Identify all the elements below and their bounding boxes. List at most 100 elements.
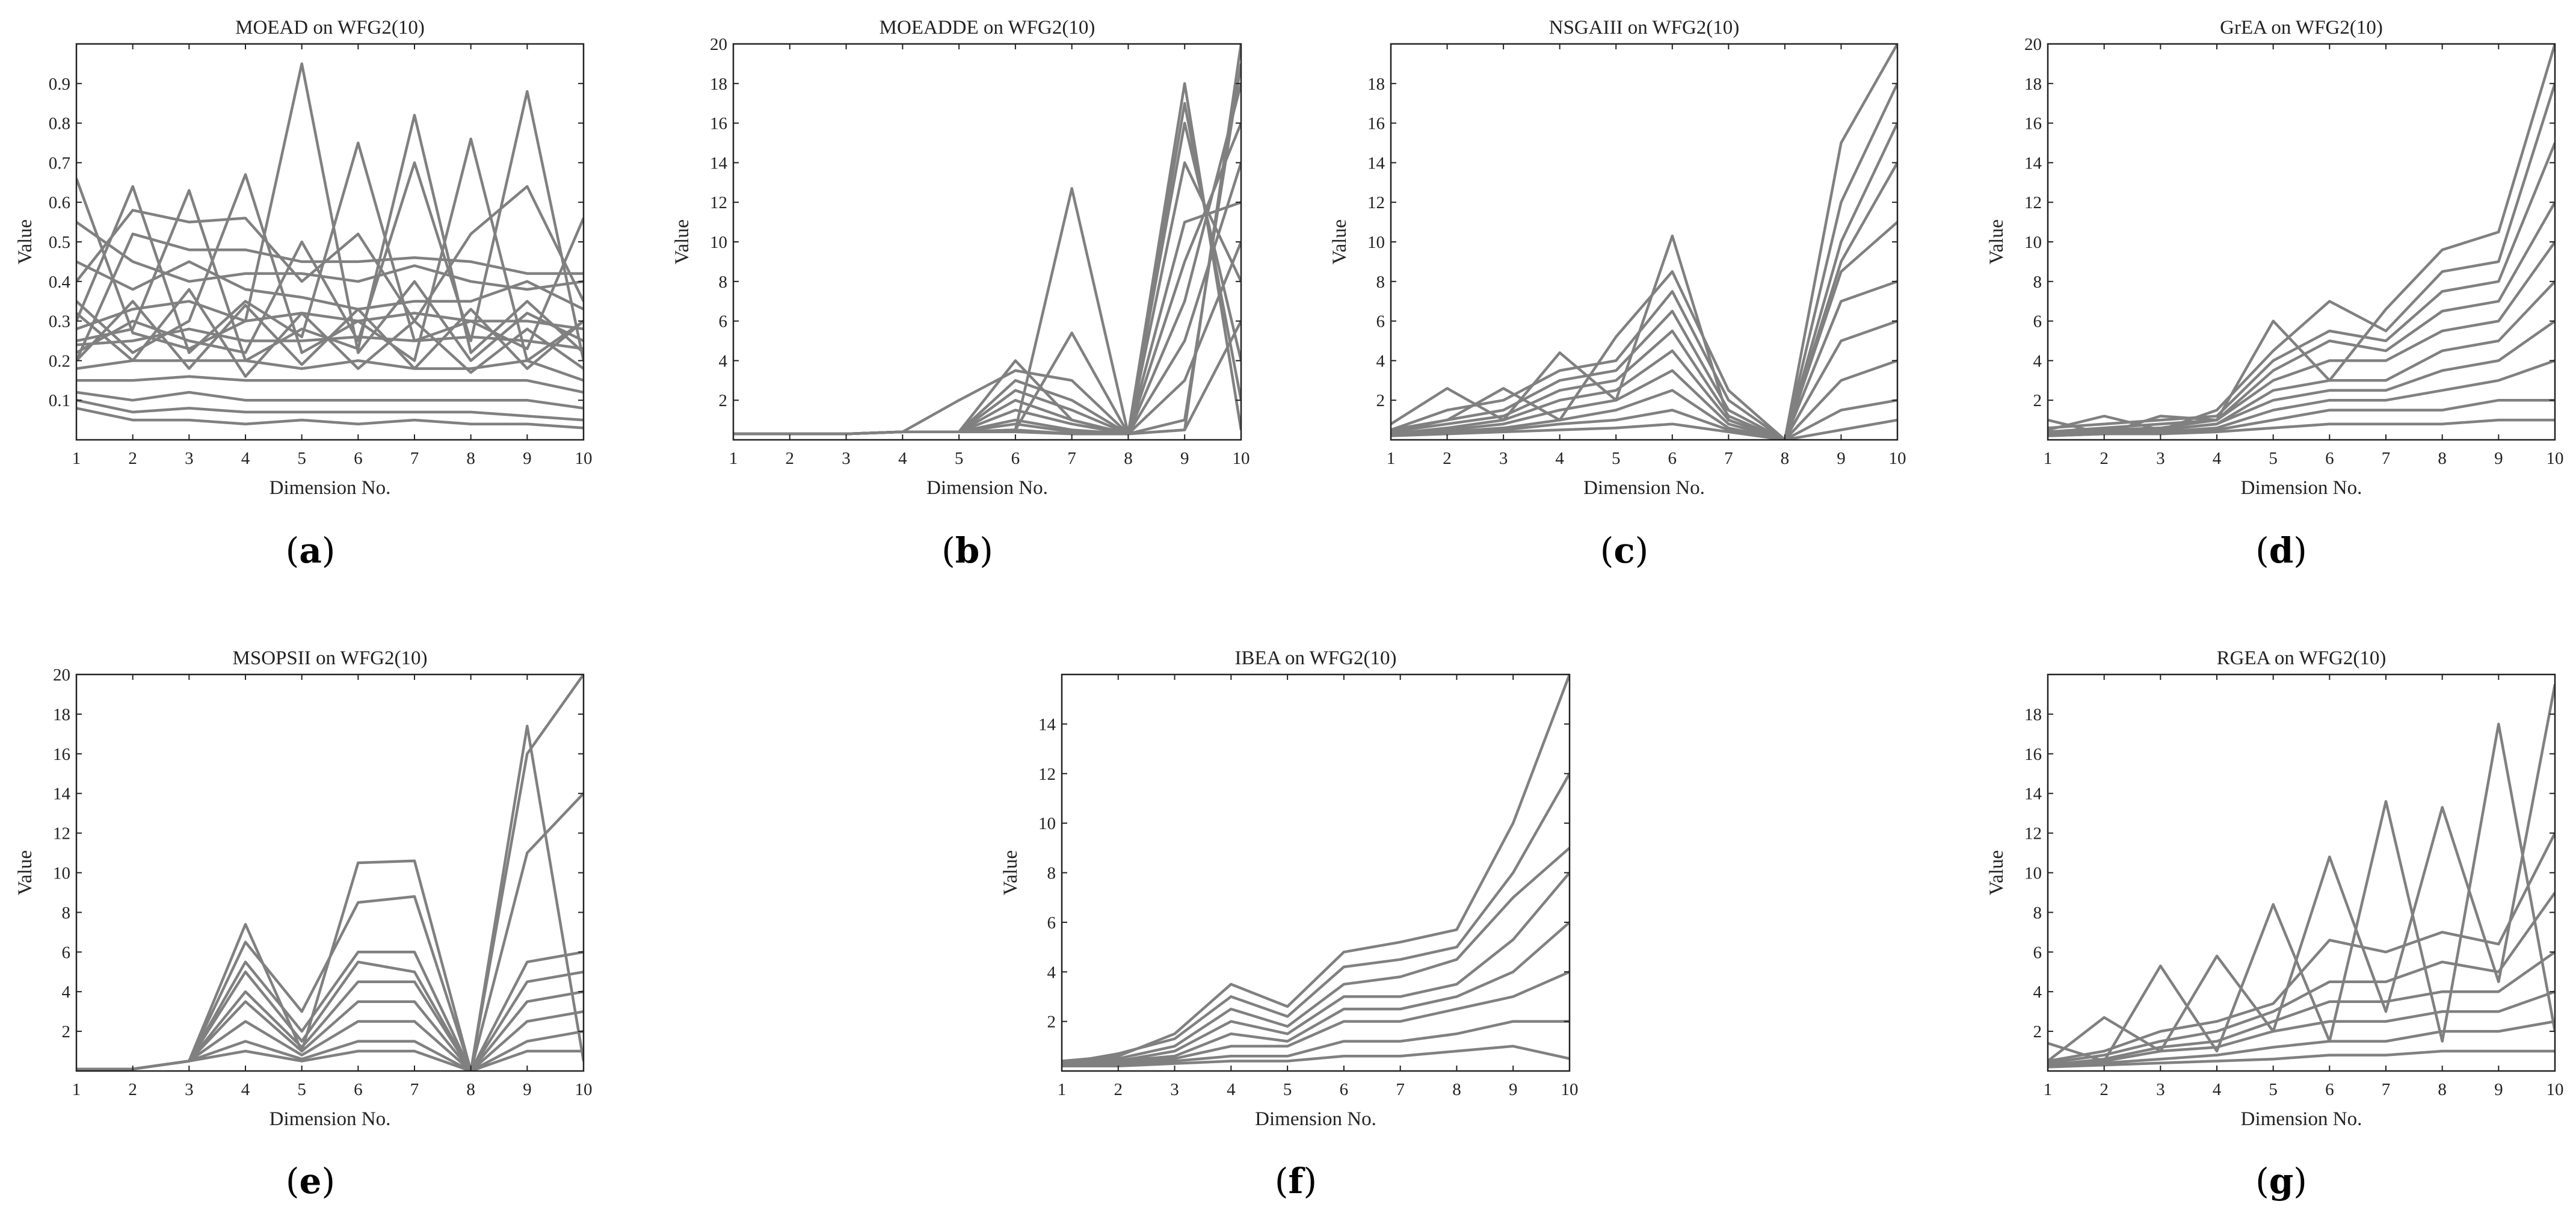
x-tick-label: 7 (1724, 449, 1733, 468)
x-tick-label: 10 (2547, 1080, 2564, 1099)
series-line (76, 62, 584, 362)
y-tick-label: 0.9 (49, 75, 70, 94)
x-tick-label: 6 (354, 449, 363, 468)
x-tick-label: 4 (1555, 449, 1564, 468)
panel-letter: (e) (286, 1161, 335, 1202)
y-tick-label: 12 (1038, 765, 1056, 784)
x-tick-label: 2 (128, 449, 137, 468)
series-line (1062, 847, 1570, 1065)
series-group (76, 62, 584, 430)
y-tick-label: 4 (1047, 963, 1056, 982)
y-axis-label: Value (671, 219, 693, 264)
series-line (2048, 44, 2555, 436)
y-tick-label: 0.2 (49, 351, 70, 371)
series-line (76, 1049, 584, 1071)
chart-title: MOEAD on WFG2(10) (235, 17, 425, 39)
x-tick-label: 10 (2547, 449, 2564, 468)
x-tick-label: 3 (1499, 449, 1508, 468)
x-tick-label: 5 (955, 449, 964, 468)
x-tick-label: 8 (466, 1080, 475, 1099)
series-line (1391, 162, 1897, 440)
plot-area-frame (1061, 673, 1571, 1072)
y-tick-label: 0.4 (49, 273, 71, 292)
x-tick-label: 10 (575, 449, 593, 468)
y-tick-label: 8 (2033, 903, 2042, 922)
chart-title: MOEADDE on WFG2(10) (880, 17, 1095, 39)
y-axis-label: Value (14, 219, 36, 264)
x-axis-label: Dimension No. (270, 477, 391, 499)
series-group (1062, 674, 1570, 1068)
series-line (76, 141, 584, 354)
y-tick-label: 0.5 (49, 233, 70, 252)
series-line (2048, 892, 2555, 1065)
y-tick-label: 20 (2024, 35, 2042, 54)
x-tick-label: 7 (1396, 1080, 1405, 1099)
series-line (733, 122, 1241, 436)
x-axis-label: Dimension No. (1255, 1108, 1376, 1130)
plot-area-frame (732, 43, 1242, 441)
y-tick-label: 10 (1038, 814, 1056, 833)
y-tick-label: 12 (2024, 824, 2042, 844)
x-tick-label: 7 (1067, 449, 1076, 468)
panel-letter: (f) (1275, 1161, 1317, 1202)
y-tick-label: 0.7 (49, 153, 70, 173)
series-line (1062, 1020, 1570, 1068)
series-line (2048, 319, 2555, 436)
y-tick-label: 8 (2033, 273, 2042, 292)
y-tick-label: 0.6 (49, 193, 70, 212)
chart-title: GrEA on WFG2(10) (2220, 17, 2383, 39)
x-tick-label: 8 (2438, 449, 2447, 468)
y-tick-label: 2 (62, 1022, 71, 1042)
x-tick-label: 3 (185, 1080, 194, 1099)
y-tick-label: 14 (53, 785, 71, 804)
y-tick-label: 14 (2024, 153, 2042, 173)
x-tick-label: 3 (185, 449, 194, 468)
series-group (76, 674, 584, 1071)
x-axis-label: Dimension No. (2241, 1108, 2362, 1130)
x-tick-label: 6 (1668, 449, 1677, 468)
chart-title: IBEA on WFG2(10) (1235, 647, 1397, 669)
series-line (2048, 241, 2555, 434)
y-tick-label: 4 (2033, 351, 2042, 371)
x-tick-label: 1 (1058, 1080, 1067, 1099)
x-tick-label: 6 (1011, 449, 1020, 468)
x-tick-label: 9 (523, 449, 532, 468)
x-tick-label: 5 (1612, 449, 1621, 468)
x-tick-label: 8 (1452, 1080, 1461, 1099)
y-tick-label: 6 (2033, 312, 2042, 332)
x-tick-label: 7 (2382, 1080, 2391, 1099)
y-tick-label: 10 (53, 864, 70, 883)
chart-title: MSOPSII on WFG2(10) (233, 647, 428, 669)
x-tick-label: 6 (1340, 1080, 1349, 1099)
x-tick-label: 4 (2213, 1080, 2222, 1099)
x-tick-label: 3 (2156, 1080, 2165, 1099)
series-line (76, 300, 584, 331)
x-tick-label: 1 (2044, 1080, 2053, 1099)
y-tick-label: 16 (710, 114, 727, 134)
chart-title: RGEA on WFG2(10) (2217, 647, 2386, 669)
y-tick-label: 2 (1047, 1013, 1056, 1032)
y-tick-label: 6 (1047, 913, 1056, 933)
y-tick-label: 8 (719, 273, 728, 292)
series-line (2048, 83, 2555, 431)
x-tick-label: 6 (2325, 449, 2334, 468)
series-line (76, 390, 584, 410)
x-tick-label: 6 (354, 1080, 363, 1099)
series-line (1391, 359, 1897, 440)
series-line (76, 1010, 584, 1071)
y-tick-label: 10 (2024, 864, 2042, 883)
y-tick-label: 12 (710, 193, 727, 212)
y-tick-label: 6 (62, 943, 71, 962)
series-line (2048, 832, 2555, 1063)
x-tick-label: 4 (1227, 1080, 1236, 1099)
x-tick-label: 8 (2438, 1080, 2447, 1099)
x-tick-label: 2 (2100, 1080, 2109, 1099)
series-line (76, 792, 584, 1071)
x-tick-label: 2 (2100, 449, 2109, 468)
x-tick-label: 2 (1443, 449, 1452, 468)
series-line (1062, 921, 1570, 1068)
series-line (1391, 418, 1897, 440)
